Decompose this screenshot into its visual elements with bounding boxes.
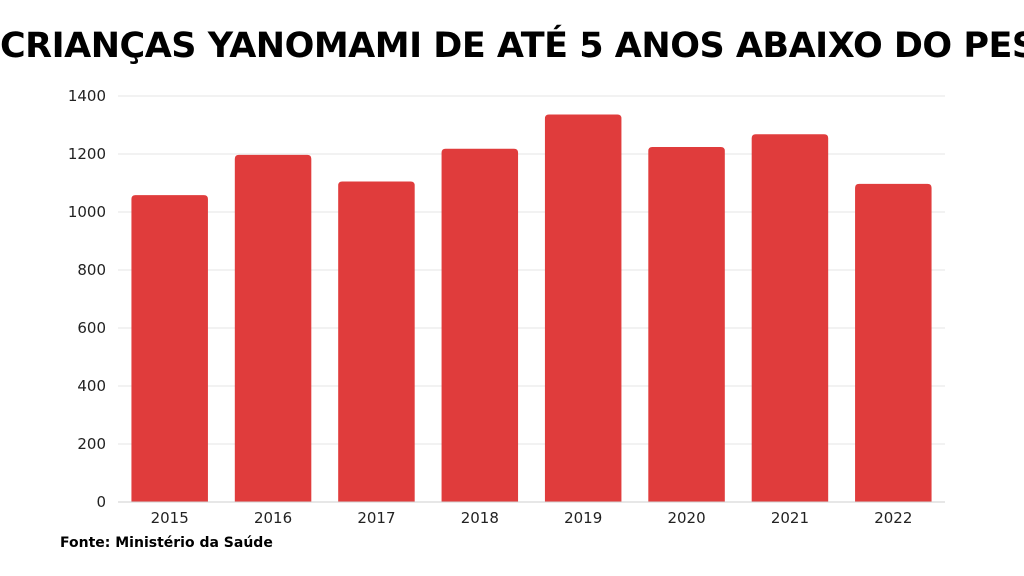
y-tick-label: 800: [77, 261, 106, 279]
y-tick-label: 0: [96, 493, 106, 511]
x-tick-label: 2015: [151, 509, 189, 527]
y-tick-label: 1400: [68, 87, 106, 105]
x-tick-label: 2016: [254, 509, 292, 527]
source-note: Fonte: Ministério da Saúde: [60, 535, 273, 551]
x-tick-label: 2017: [357, 509, 395, 527]
chart-title: CRIANÇAS YANOMAMI DE ATÉ 5 ANOS ABAIXO D…: [0, 26, 1024, 66]
bar-2022: [855, 183, 932, 502]
bar-2019: [544, 114, 622, 502]
x-tick-label: 2018: [461, 509, 499, 527]
y-tick-label: 1000: [68, 203, 106, 221]
bar-2016: [234, 154, 312, 502]
bar-2020: [648, 147, 725, 503]
y-tick-label: 600: [77, 319, 106, 337]
y-tick-label: 400: [77, 377, 106, 395]
bar-2017: [338, 181, 415, 503]
x-tick-label: 2019: [564, 509, 602, 527]
x-tick-label: 2022: [874, 509, 912, 527]
x-tick-label: 2020: [667, 509, 705, 527]
bar-2018: [441, 148, 519, 502]
bars: [131, 114, 932, 503]
y-tick-label: 1200: [68, 145, 106, 163]
x-axis-ticks: 2015 2016 2017 2018 2019 2020 2021 2022: [151, 509, 913, 527]
y-tick-label: 200: [77, 435, 106, 453]
y-axis-ticks: 0 200 400 600 800 1000 1200 1400: [68, 87, 106, 511]
bar-2021: [751, 134, 829, 502]
x-tick-label: 2021: [771, 509, 809, 527]
bar-2015: [131, 195, 208, 502]
